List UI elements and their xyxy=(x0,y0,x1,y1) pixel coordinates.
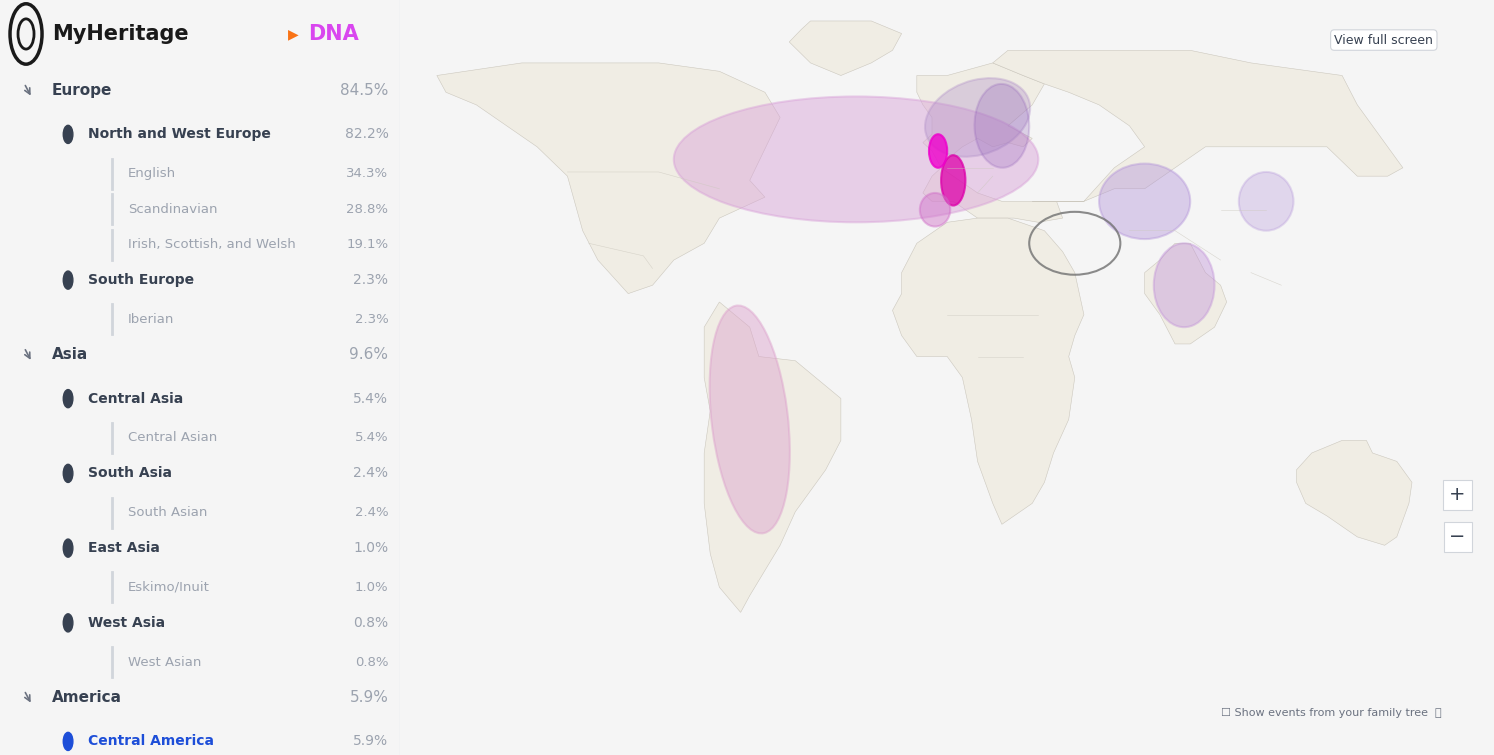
Text: 1.0%: 1.0% xyxy=(353,541,388,555)
Text: View full screen: View full screen xyxy=(1334,33,1433,47)
Polygon shape xyxy=(704,302,841,612)
Ellipse shape xyxy=(1100,164,1191,239)
Text: Central America: Central America xyxy=(88,735,214,748)
Text: 2.3%: 2.3% xyxy=(354,273,388,287)
Text: −: − xyxy=(1449,528,1466,547)
Circle shape xyxy=(63,539,73,557)
Ellipse shape xyxy=(1239,172,1294,231)
Polygon shape xyxy=(436,63,780,294)
Text: 5.9%: 5.9% xyxy=(353,735,388,748)
Text: 2.3%: 2.3% xyxy=(354,313,388,326)
Text: 19.1%: 19.1% xyxy=(347,238,388,251)
Text: ☐ Show events from your family tree  ⓘ: ☐ Show events from your family tree ⓘ xyxy=(1221,708,1442,718)
Ellipse shape xyxy=(974,84,1029,168)
Text: +: + xyxy=(1449,485,1466,504)
Text: Irish, Scottish, and Welsh: Irish, Scottish, and Welsh xyxy=(128,238,296,251)
Text: East Asia: East Asia xyxy=(88,541,160,555)
Text: South Europe: South Europe xyxy=(88,273,194,287)
Text: West Asian: West Asian xyxy=(128,655,202,669)
Text: South Asian: South Asian xyxy=(128,506,208,519)
Ellipse shape xyxy=(710,306,790,533)
Text: ▶: ▶ xyxy=(288,27,299,41)
Text: 84.5%: 84.5% xyxy=(341,83,388,98)
Ellipse shape xyxy=(925,79,1031,157)
Text: America: America xyxy=(52,690,123,705)
Text: Europe: Europe xyxy=(52,83,112,98)
Text: Iberian: Iberian xyxy=(128,313,175,326)
Text: 9.6%: 9.6% xyxy=(350,347,388,362)
Text: Asia: Asia xyxy=(52,347,88,362)
Text: 2.4%: 2.4% xyxy=(354,506,388,519)
Text: DNA: DNA xyxy=(308,24,359,44)
Ellipse shape xyxy=(941,156,965,205)
Text: English: English xyxy=(128,167,176,180)
Text: Central Asia: Central Asia xyxy=(88,392,184,405)
Polygon shape xyxy=(1297,440,1412,545)
Circle shape xyxy=(63,390,73,408)
Text: 2.4%: 2.4% xyxy=(354,467,388,480)
Polygon shape xyxy=(789,21,901,76)
Polygon shape xyxy=(1144,243,1227,344)
Text: 0.8%: 0.8% xyxy=(356,655,388,669)
Text: 82.2%: 82.2% xyxy=(345,128,388,141)
Text: Central Asian: Central Asian xyxy=(128,431,217,445)
Text: Eskimo/Inuit: Eskimo/Inuit xyxy=(128,581,211,594)
Circle shape xyxy=(63,464,73,482)
Circle shape xyxy=(63,614,73,632)
Polygon shape xyxy=(917,63,1062,222)
Text: North and West Europe: North and West Europe xyxy=(88,128,270,141)
Circle shape xyxy=(63,271,73,289)
Ellipse shape xyxy=(1153,243,1215,327)
Ellipse shape xyxy=(674,97,1038,222)
Circle shape xyxy=(63,125,73,143)
Text: MyHeritage: MyHeritage xyxy=(52,24,188,44)
Text: 34.3%: 34.3% xyxy=(347,167,388,180)
Ellipse shape xyxy=(929,134,947,168)
Polygon shape xyxy=(892,218,1083,524)
Text: 28.8%: 28.8% xyxy=(347,202,388,216)
Ellipse shape xyxy=(920,193,950,226)
Polygon shape xyxy=(992,51,1403,202)
Circle shape xyxy=(63,732,73,750)
Text: Scandinavian: Scandinavian xyxy=(128,202,218,216)
Text: 0.8%: 0.8% xyxy=(353,616,388,630)
Text: 1.0%: 1.0% xyxy=(354,581,388,594)
Text: 5.4%: 5.4% xyxy=(354,431,388,445)
Text: 5.4%: 5.4% xyxy=(354,392,388,405)
Text: West Asia: West Asia xyxy=(88,616,166,630)
Text: 5.9%: 5.9% xyxy=(350,690,388,705)
Text: South Asia: South Asia xyxy=(88,467,172,480)
